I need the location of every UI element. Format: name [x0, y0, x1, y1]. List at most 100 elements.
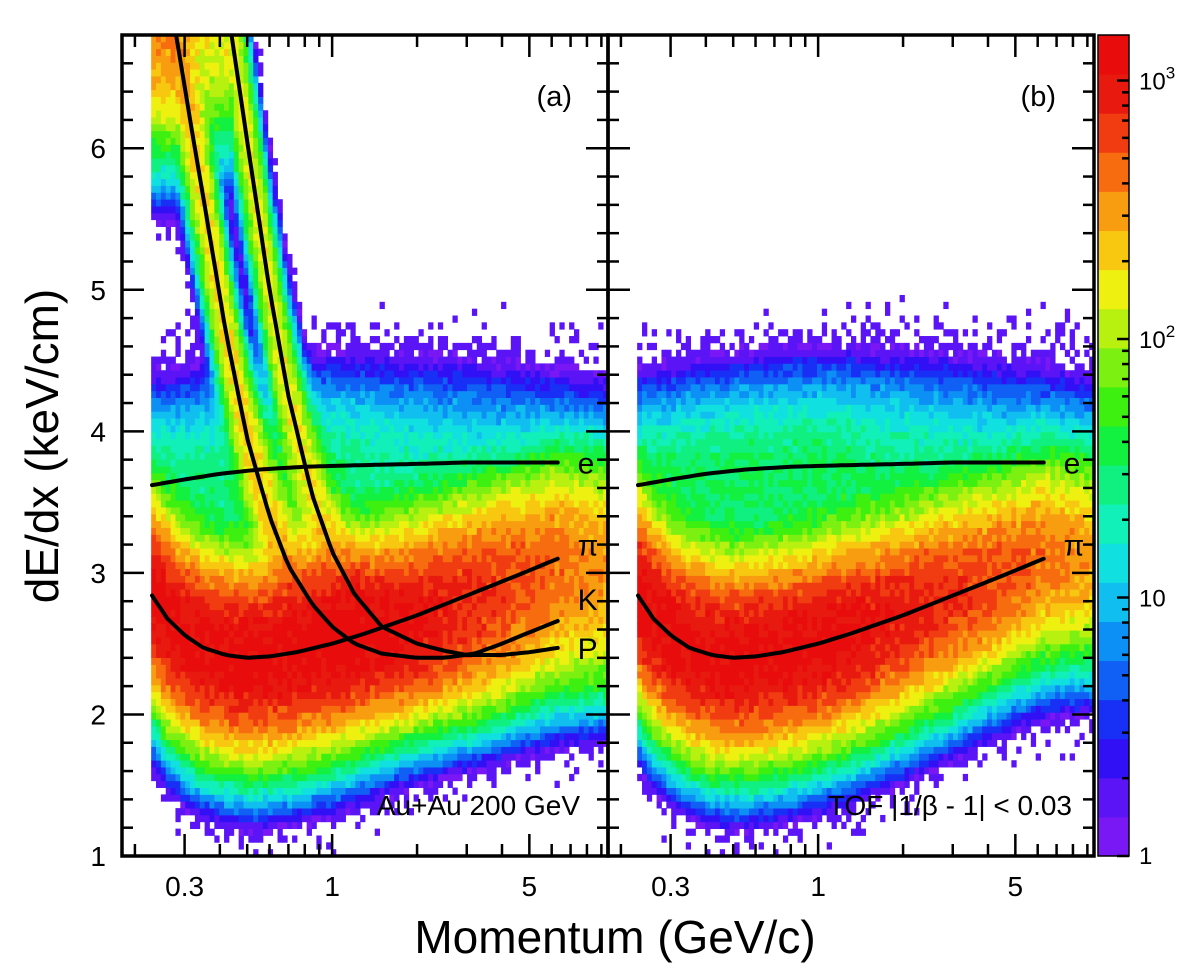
heatmap-cell	[262, 171, 269, 180]
heatmap-cell	[228, 760, 235, 768]
heatmap-cell	[170, 192, 176, 200]
heatmap-cell	[214, 253, 220, 262]
heatmap-cell	[408, 541, 414, 549]
heatmap-cell	[170, 377, 176, 385]
heatmap-cell	[287, 568, 293, 576]
heatmap-cell	[248, 281, 254, 289]
heatmap-cell	[394, 466, 400, 474]
heatmap-cell	[180, 732, 186, 741]
heatmap-cell	[190, 726, 196, 734]
heatmap-cell	[170, 548, 176, 556]
heatmap-cell	[292, 582, 298, 590]
heatmap-cell	[194, 787, 201, 795]
heatmap-cell	[180, 739, 186, 747]
heatmap-cell	[209, 630, 215, 638]
heatmap-cell	[209, 35, 215, 43]
heatmap-cell	[190, 527, 196, 535]
heatmap-cell	[228, 500, 235, 508]
heatmap-cell	[335, 479, 342, 487]
heatmap-cell	[209, 500, 215, 508]
heatmap-cell	[204, 178, 210, 186]
heatmap-cell	[360, 377, 366, 385]
heatmap-cell	[214, 438, 220, 446]
heatmap-cell	[209, 616, 215, 624]
heatmap-cell	[185, 151, 191, 159]
heatmap-cell	[287, 726, 293, 734]
heatmap-cell	[258, 103, 264, 111]
heatmap-cell	[219, 411, 225, 419]
heatmap-cell	[194, 773, 201, 782]
heatmap-cell	[282, 794, 288, 802]
heatmap-cell	[209, 178, 215, 186]
heatmap-cell	[262, 582, 269, 590]
heatmap-cell	[369, 671, 376, 679]
heatmap-cell	[209, 452, 215, 460]
heatmap-cell	[282, 746, 288, 754]
heatmap-cell	[209, 418, 215, 426]
heatmap-cell	[262, 438, 269, 446]
heatmap-cell	[233, 322, 240, 330]
heatmap-cell	[156, 684, 162, 693]
heatmap-cell	[204, 390, 210, 399]
heatmap-cell	[277, 773, 283, 782]
heatmap-cell	[272, 582, 278, 590]
heatmap-cell	[258, 609, 264, 617]
heatmap-cell	[413, 561, 419, 570]
heatmap-cell	[292, 541, 298, 549]
heatmap-cell	[258, 383, 264, 392]
heatmap-cell	[204, 322, 210, 330]
heatmap-cell	[248, 247, 254, 255]
heatmap-cell	[413, 664, 419, 672]
heatmap-cell	[194, 801, 201, 809]
heatmap-cell	[316, 719, 322, 727]
heatmap-cell	[296, 698, 303, 706]
heatmap-cell	[292, 630, 298, 638]
heatmap-cell	[248, 438, 254, 446]
heatmap-cell	[335, 554, 342, 563]
heatmap-cell	[316, 424, 322, 433]
heatmap-cell	[292, 732, 298, 741]
heatmap-cell	[151, 151, 157, 159]
heatmap-cell	[258, 329, 264, 337]
heatmap-cell	[272, 500, 278, 508]
heatmap-cell	[369, 602, 376, 611]
heatmap-cell	[321, 808, 327, 816]
heatmap-cell	[321, 746, 327, 754]
heatmap-cell	[243, 356, 249, 364]
heatmap-cell	[296, 377, 303, 385]
heatmap-cell	[199, 712, 206, 720]
heatmap-cell	[160, 383, 167, 392]
heatmap-cell	[301, 664, 308, 672]
heatmap-cell	[224, 445, 230, 453]
heatmap-cell	[233, 329, 240, 337]
heatmap-cell	[321, 383, 327, 392]
heatmap-cell	[384, 596, 390, 604]
heatmap-cell	[238, 650, 244, 658]
heatmap-cell	[389, 575, 395, 583]
heatmap-cell	[185, 431, 191, 440]
heatmap-cell	[262, 801, 269, 809]
heatmap-cell	[413, 493, 419, 501]
heatmap-cell	[248, 500, 254, 508]
heatmap-cell	[301, 424, 308, 433]
heatmap-cell	[374, 418, 380, 426]
heatmap-cell	[384, 418, 390, 426]
heatmap-cell	[185, 657, 191, 665]
heatmap-cell	[418, 753, 424, 761]
heatmap-cell	[330, 794, 337, 802]
heatmap-cell	[258, 739, 264, 747]
heatmap-cell	[301, 431, 308, 440]
heatmap-cell	[394, 705, 400, 713]
heatmap-cell	[292, 760, 298, 768]
heatmap-cell	[238, 185, 244, 193]
heatmap-cell	[151, 513, 157, 522]
heatmap-cell	[321, 650, 327, 658]
heatmap-cell	[384, 582, 390, 590]
heatmap-cell	[360, 650, 366, 658]
heatmap-cell	[296, 589, 303, 597]
heatmap-cell	[408, 630, 414, 638]
heatmap-cell	[219, 575, 225, 583]
heatmap-cell	[180, 753, 186, 761]
heatmap-cell	[219, 541, 225, 549]
heatmap-cell	[156, 637, 162, 645]
